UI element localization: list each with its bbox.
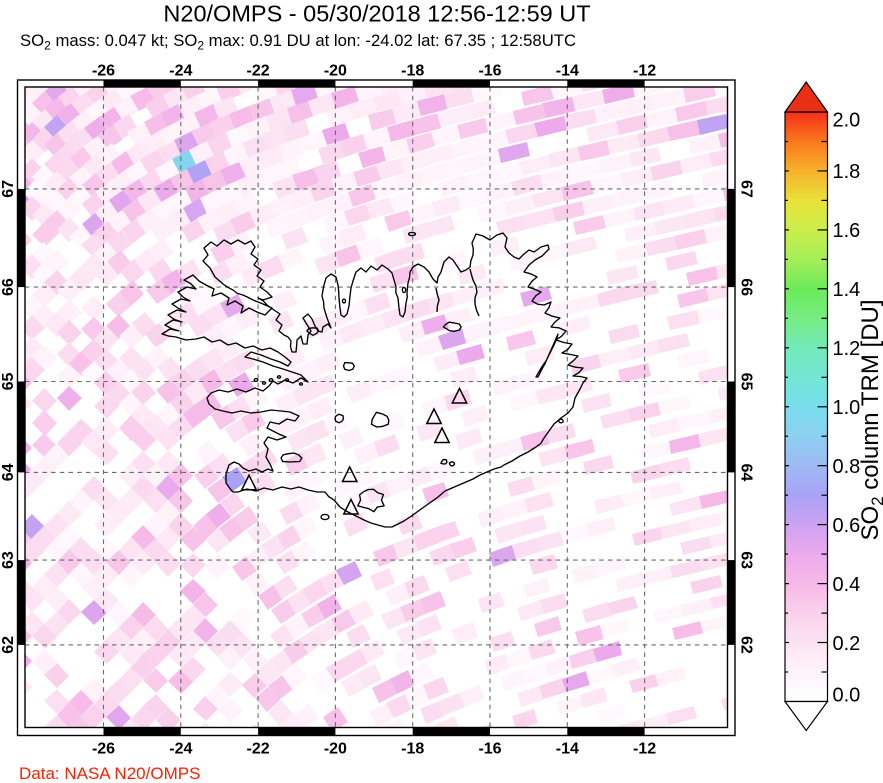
- svg-text:2.0: 2.0: [833, 110, 861, 132]
- svg-text:-12: -12: [633, 63, 656, 80]
- svg-text:0.2: 0.2: [833, 633, 861, 655]
- svg-text:-16: -16: [478, 741, 501, 758]
- svg-text:0.0: 0.0: [833, 685, 861, 707]
- svg-text:64: 64: [0, 463, 17, 481]
- svg-text:N20/OMPS - 05/30/2018 12:56-12: N20/OMPS - 05/30/2018 12:56-12:59 UT: [163, 1, 590, 27]
- svg-text:Data: NASA N20/OMPS: Data: NASA N20/OMPS: [19, 764, 200, 783]
- svg-text:-18: -18: [401, 741, 424, 758]
- svg-text:-14: -14: [556, 63, 579, 80]
- svg-text:-12: -12: [633, 741, 656, 758]
- svg-text:-18: -18: [401, 63, 424, 80]
- svg-text:-22: -22: [247, 63, 270, 80]
- svg-text:67: 67: [738, 180, 755, 198]
- svg-text:65: 65: [738, 373, 755, 391]
- svg-text:-24: -24: [169, 63, 192, 80]
- svg-text:0.4: 0.4: [833, 574, 861, 596]
- svg-text:63: 63: [738, 551, 755, 569]
- svg-text:1.8: 1.8: [833, 161, 861, 183]
- svg-text:62: 62: [738, 636, 755, 654]
- svg-text:SO2 mass: 0.047 kt; SO2 max: 0: SO2 mass: 0.047 kt; SO2 max: 0.91 DU at …: [20, 31, 576, 53]
- svg-text:-26: -26: [92, 63, 115, 80]
- svg-text:66: 66: [738, 278, 755, 296]
- svg-text:64: 64: [738, 464, 755, 482]
- svg-text:1.2: 1.2: [833, 338, 861, 360]
- svg-text:63: 63: [0, 551, 17, 569]
- svg-text:-20: -20: [324, 741, 347, 758]
- svg-text:67: 67: [0, 180, 17, 198]
- svg-text:-24: -24: [169, 741, 192, 758]
- svg-text:66: 66: [0, 278, 17, 296]
- svg-text:62: 62: [0, 636, 17, 654]
- svg-text:1.0: 1.0: [833, 397, 861, 419]
- svg-text:-16: -16: [478, 63, 501, 80]
- svg-text:0.8: 0.8: [833, 456, 861, 478]
- svg-text:SO2 column TRM [DU]: SO2 column TRM [DU]: [857, 299, 883, 540]
- svg-text:0.6: 0.6: [833, 515, 861, 537]
- svg-text:-20: -20: [324, 63, 347, 80]
- svg-text:-14: -14: [556, 741, 579, 758]
- svg-text:1.6: 1.6: [833, 220, 861, 242]
- svg-text:65: 65: [0, 373, 17, 391]
- svg-text:-26: -26: [92, 741, 115, 758]
- svg-text:-22: -22: [247, 741, 270, 758]
- svg-text:1.4: 1.4: [833, 279, 861, 301]
